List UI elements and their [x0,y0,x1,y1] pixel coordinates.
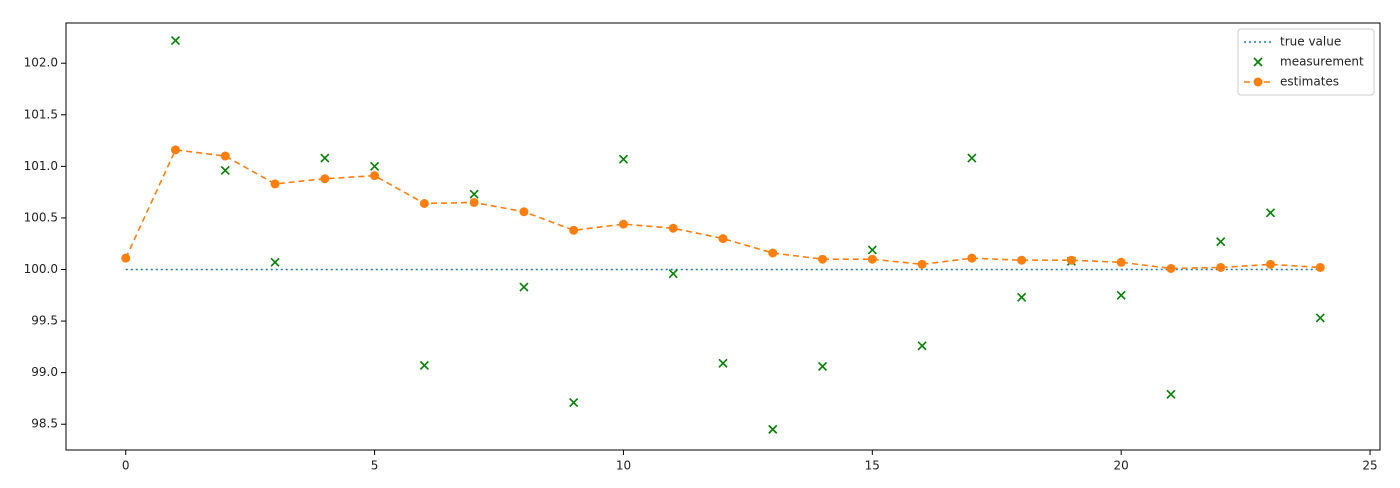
marker-x [867,245,877,255]
marker-x [519,282,529,292]
marker-x [419,360,429,370]
marker-x [1265,208,1276,218]
x-tick-label: 25 [1362,459,1377,473]
marker [867,254,877,264]
marker-x [1216,237,1226,247]
y-tick-label: 101.5 [24,107,58,121]
y-tick-label: 98.5 [31,417,58,431]
marker-x [469,189,479,199]
marker-x [718,358,728,368]
marker [121,253,131,263]
marker-x [1116,290,1126,300]
x-tick-label: 5 [371,459,379,473]
marker-x [917,341,927,351]
marker [320,153,330,163]
marker-x [220,165,230,176]
marker [1216,262,1226,272]
marker-x [170,35,181,46]
marker [1066,255,1076,265]
marker [618,219,628,229]
marker [469,197,479,207]
marker-x [768,424,778,434]
marker [170,35,181,46]
marker [718,234,728,244]
marker [370,171,380,181]
legend-marker [1253,57,1263,67]
marker [419,360,429,370]
x-tick-label: 0 [122,459,130,473]
marker [768,248,778,258]
marker [668,223,678,233]
marker [1166,263,1176,273]
marker-x [668,269,678,279]
marker-x [1166,389,1176,399]
marker [817,361,828,372]
marker [569,225,579,235]
legend-label: measurement [1280,55,1364,69]
marker [519,282,529,292]
marker [1017,292,1027,302]
legend-marker [1253,77,1263,87]
y-tick-label: 102.0 [24,56,58,70]
y-tick-label: 99.0 [31,365,58,379]
y-tick-label: 100.5 [24,210,58,224]
x-tick-label: 15 [865,459,880,473]
marker-x [1017,292,1027,302]
plot-frame [65,22,1381,451]
y-tick-label: 101.0 [24,159,58,173]
marker-x [967,153,977,163]
marker [668,269,678,279]
legend-label: estimates [1280,75,1339,89]
legend-box [1237,28,1375,96]
marker [818,254,828,264]
marker-x [1253,57,1263,67]
marker [768,424,778,434]
marker [967,253,977,263]
marker [1265,208,1276,218]
marker-x [1315,313,1325,323]
marker [469,189,479,199]
marker-x [370,161,380,171]
x-tick-label: 20 [1114,459,1129,473]
marker [1166,389,1176,399]
marker [569,397,579,408]
marker-x [618,154,629,164]
marker [1116,290,1126,300]
marker [519,207,529,217]
y-tick-label: 100.0 [24,262,58,276]
marker [1266,259,1275,269]
marker [220,165,230,176]
marker [1315,262,1325,272]
series-line [125,148,1321,270]
legend-label: true value [1280,35,1341,49]
marker [370,161,380,171]
x-tick-label: 10 [616,459,631,473]
marker [270,257,280,267]
marker [270,179,280,189]
marker [419,198,429,208]
marker [1116,257,1126,267]
marker [718,358,728,368]
marker [917,341,927,351]
marker [1017,255,1027,265]
marker-x [569,397,579,408]
marker [967,153,977,163]
marker-x [817,361,828,372]
legend: true value measurement estimates [1237,28,1375,96]
marker [220,151,230,161]
marker [171,145,180,155]
marker [320,174,330,184]
y-tick-label: 99.5 [31,314,58,328]
marker [917,259,927,269]
marker [1216,237,1226,247]
marker-x [270,257,280,267]
marker-x [320,153,330,163]
marker [867,245,877,255]
marker [1315,313,1325,323]
marker [618,154,629,164]
